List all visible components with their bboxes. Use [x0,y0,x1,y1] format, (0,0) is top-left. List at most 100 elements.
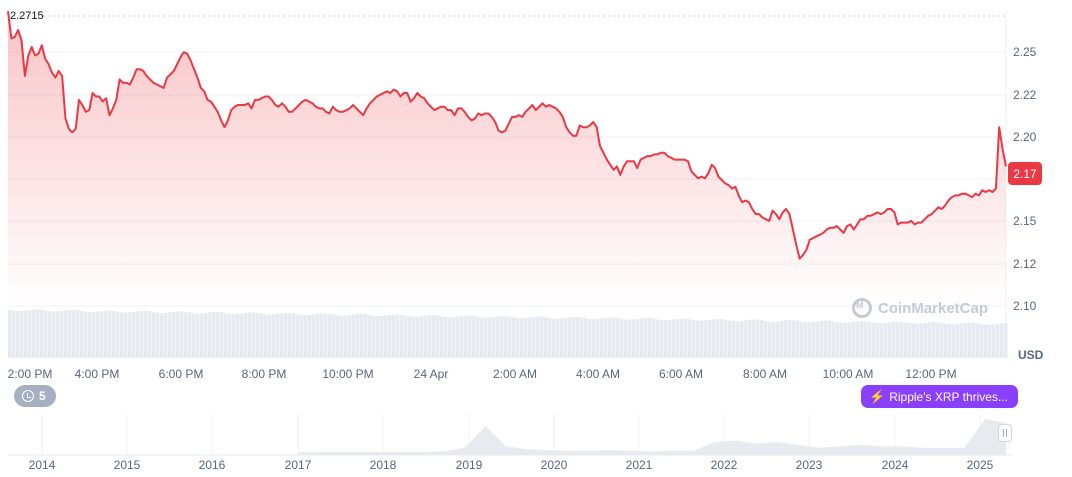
navigator-tick-label: 2016 [199,458,226,472]
volume-bar [884,322,888,358]
volume-bar [216,311,220,358]
volume-bar [772,321,776,358]
volume-bar [940,322,944,358]
volume-bar [784,320,788,358]
range-navigator-axis: 2014 2015 2016 2017 2018 2019 2020 2021 2022 2023… [29,458,994,472]
volume-bar [664,320,668,358]
navigator-tick-label: 2014 [29,458,56,472]
volume-bar [684,318,688,358]
volume-bar [188,312,192,358]
volume-bar [168,312,172,358]
x-tick-label: 2:00 PM [8,367,53,381]
volume-bar [696,320,700,358]
volume-bar [72,309,76,358]
volume-bar [816,321,820,358]
volume-bar [616,318,620,358]
volume-bar [172,311,176,358]
range-handle[interactable] [998,424,1012,442]
volume-bar [388,314,392,358]
volume-bar [124,312,128,358]
volume-bar [892,321,896,358]
navigator-tick-label: 2020 [541,458,568,472]
volume-bar [620,318,624,358]
volume-bar [1000,323,1004,358]
x-tick-label: 10:00 PM [322,367,373,381]
volume-bar [396,314,400,358]
volume-bar [160,313,164,358]
y-tick-label: 2.15 [1013,214,1037,228]
volume-bar [852,321,856,358]
volume-bar [932,321,936,358]
volume-bar [384,315,388,358]
volume-bar [984,324,988,358]
volume-bar [844,322,848,358]
navigator-tick-label: 2021 [626,458,653,472]
volume-bar [928,322,932,358]
volume-bar [548,317,552,358]
volume-bar [244,312,248,358]
volume-bar [496,316,500,358]
volume-bar [608,317,612,358]
volume-bar [828,320,832,358]
volume-bar [552,318,556,358]
volume-bar [432,315,436,358]
volume-bar [588,318,592,358]
volume-bar [748,319,752,358]
navigator-tick-label: 2015 [114,458,141,472]
area-fill [8,11,1006,306]
volume-bar [116,311,120,358]
volume-bar [256,312,260,358]
volume-bar [8,310,12,358]
event-count-badge[interactable]: 5 [14,385,56,407]
volume-bar [136,311,140,358]
price-line [7,11,1007,260]
x-tick-label: 6:00 AM [659,367,703,381]
volume-bar [756,319,760,358]
volume-bar [380,315,384,358]
volume-bar [864,321,868,358]
volume-bar [56,311,60,358]
volume-bar [924,322,928,358]
volume-bar [76,310,80,358]
volume-bar [972,322,976,358]
volume-bar [888,322,892,358]
volume-bar [416,316,420,358]
volume-bar [636,318,640,358]
volume-bar [776,321,780,358]
volume-bar [444,316,448,358]
volume-bar [52,311,56,358]
volume-bar [348,314,352,358]
volume-bar [516,317,520,358]
volume-bar [64,310,68,358]
volume-bar [408,316,412,358]
volume-bar [520,318,524,358]
volume-bar [704,320,708,358]
range-navigator[interactable] [8,414,1012,456]
volume-bar [996,323,1000,358]
volume-bar [300,314,304,358]
volume-bar [964,322,968,358]
currency-label: USD [1018,348,1044,362]
volume-bar [476,316,480,358]
volume-bar [916,323,920,358]
x-axis: 2:00 PM 4:00 PM 6:00 PM 8:00 PM 10:00 PM 24 A… [8,367,957,381]
volume-bar [464,315,468,358]
y-tick-label: 2.22 [1013,88,1037,102]
x-tick-label: 4:00 AM [576,367,620,381]
volume-bar [524,317,528,358]
volume-bar [472,316,476,358]
volume-bar [108,310,112,358]
news-badge[interactable]: ⚡ Ripple's XRP thrives... [861,385,1018,408]
volume-bar [436,315,440,358]
volume-bar [536,316,540,358]
volume-bar [148,311,152,358]
volume-bar [324,313,328,358]
volume-bar [944,323,948,358]
volume-bar [720,319,724,358]
volume-bar [392,314,396,358]
volume-bar [584,318,588,358]
volume-bar [868,321,872,358]
navigator-tick-label: 2023 [796,458,823,472]
volume-bar [208,312,212,358]
